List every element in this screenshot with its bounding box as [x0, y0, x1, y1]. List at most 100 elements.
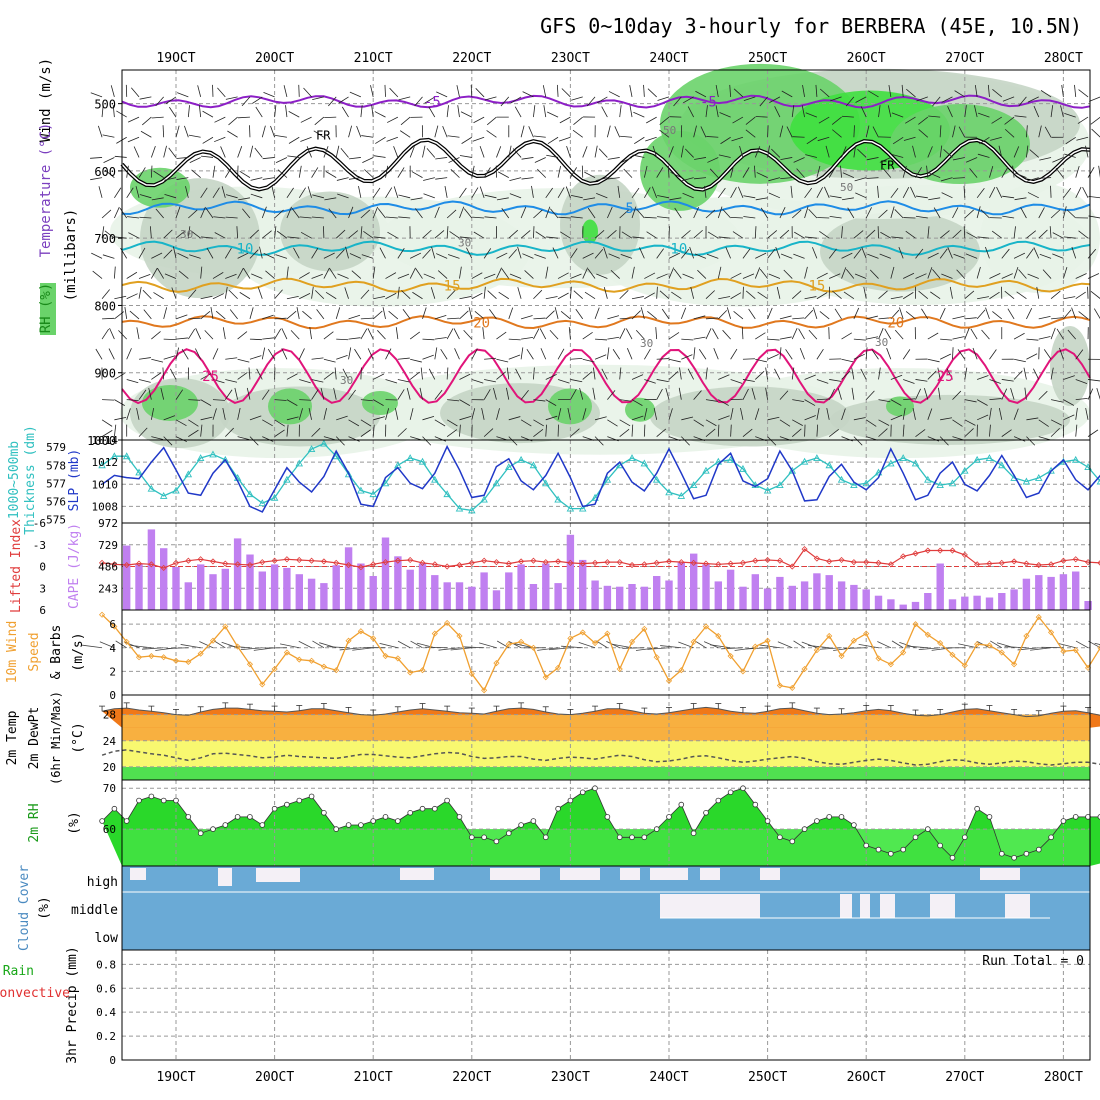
wind-barb: [802, 85, 805, 97]
wind-barb: [678, 387, 682, 400]
rh-point: [481, 834, 487, 841]
rh-contour-area: [650, 386, 850, 447]
wind-barb: [213, 640, 226, 649]
wind-barb: [731, 136, 744, 142]
wind-barb: [710, 644, 731, 649]
wind-barb: [238, 197, 251, 201]
wind-barb: [927, 408, 933, 420]
wind-barb: [422, 229, 432, 239]
rh-point: [666, 814, 672, 820]
wind-barb: [188, 429, 199, 437]
wind-barb: [1050, 367, 1054, 380]
wind-barb: [323, 436, 336, 441]
wind-barb: [274, 226, 277, 239]
wind-barb: [1078, 230, 1089, 239]
wind-barb: [964, 399, 977, 403]
wind-barb: [767, 145, 770, 158]
cape-bar: [591, 580, 599, 610]
wind-barb: [123, 641, 140, 649]
wind-speed-point: [653, 654, 660, 661]
wind-barb: [865, 207, 872, 219]
wind-barb: [274, 399, 287, 401]
li-point: [727, 560, 734, 567]
wind-barb: [570, 428, 580, 437]
wind-barb: [964, 428, 974, 437]
wind-barb: [865, 347, 868, 360]
wind-barb: [718, 154, 731, 158]
thickness-point: [726, 455, 735, 463]
wind-axis-label-3: & Barbs: [49, 625, 64, 680]
wind-barb: [345, 246, 349, 259]
li-point: [604, 559, 611, 566]
cape-bar: [246, 554, 254, 610]
wind-barb: [382, 307, 386, 319]
wind-barb: [863, 286, 867, 299]
cape-bar: [320, 583, 328, 610]
wind-barb: [1067, 329, 1077, 340]
wind-barb: [779, 390, 789, 400]
thickness-point: [677, 491, 686, 499]
wind-barb: [812, 307, 818, 320]
wind-barb: [138, 379, 151, 383]
wind-barb: [720, 136, 731, 145]
li-point: [493, 559, 500, 566]
wind-barb: [804, 415, 816, 421]
wind-barb: [252, 96, 263, 104]
cape-bar: [406, 569, 414, 610]
wind-barb: [387, 231, 399, 239]
li-point: [949, 547, 956, 554]
wind-barb: [668, 332, 680, 340]
wind-barb: [151, 116, 164, 119]
wind-barb: [693, 125, 697, 138]
wind-barb: [333, 387, 337, 400]
cloud-mid-gap: [930, 894, 955, 918]
rh-point: [160, 797, 167, 804]
wind-barb: [693, 336, 706, 340]
wind-barb: [759, 268, 768, 279]
thickness-point: [258, 499, 267, 507]
wind-barb: [939, 248, 948, 259]
wind-barb: [255, 106, 263, 118]
wind-speed-point: [431, 630, 438, 637]
rh-point: [358, 822, 364, 828]
cloud-mid-gap: [880, 894, 895, 918]
wind-barb: [824, 186, 830, 198]
wind-barb: [912, 145, 916, 158]
wind-speed-point: [111, 623, 118, 630]
wind-barb: [816, 348, 824, 360]
wind-barb: [508, 416, 521, 421]
wind-barb: [486, 116, 497, 126]
wind-barb: [629, 85, 633, 97]
wind-barb: [475, 88, 485, 98]
wind-barb: [1078, 311, 1089, 320]
wind-barb: [715, 105, 719, 118]
wind-barb: [647, 647, 670, 650]
wind-barb: [668, 267, 675, 279]
rh-point: [345, 822, 352, 828]
wind-speed-point: [813, 647, 820, 654]
wind-barb: [520, 125, 525, 138]
rh-point: [900, 846, 906, 853]
wind-barb: [805, 112, 818, 118]
thickness-point: [948, 479, 957, 487]
wind-barb: [878, 290, 888, 300]
wind-barb: [878, 367, 881, 380]
cape-bar: [369, 576, 377, 610]
wind-barb: [798, 328, 805, 340]
thickness-axis-label: 1000~500mb: [7, 441, 22, 519]
cape-bar: [751, 574, 759, 610]
wind-barb: [487, 290, 497, 300]
wind-barb: [817, 136, 830, 142]
wind-barb: [177, 252, 189, 259]
thickness-point: [652, 475, 661, 483]
rh-point: [875, 846, 882, 853]
wind-barb: [175, 436, 188, 443]
wind-barb: [101, 226, 105, 239]
li-point: [887, 561, 894, 568]
wind-barb: [601, 368, 608, 380]
wind-barb: [656, 167, 664, 178]
wind-barb: [851, 367, 855, 380]
wind-barb: [241, 96, 251, 107]
wind-barb: [431, 246, 436, 259]
rh-point: [826, 814, 832, 820]
